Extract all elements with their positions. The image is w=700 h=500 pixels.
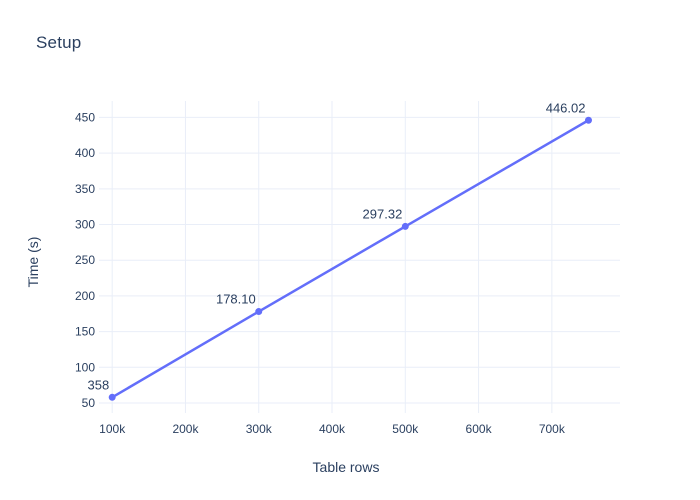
y-tick-label: 150 — [75, 325, 95, 339]
data-point[interactable] — [401, 222, 409, 230]
data-point[interactable] — [584, 116, 592, 124]
y-tick-label: 300 — [75, 218, 95, 232]
data-point[interactable] — [255, 308, 263, 316]
x-tick-label: 400k — [319, 422, 346, 436]
y-tick-label: 250 — [75, 253, 95, 267]
x-tick-label: 100k — [99, 422, 126, 436]
line-series — [110, 119, 590, 399]
x-axis-title: Table rows — [312, 459, 380, 475]
y-tick-label: 350 — [75, 182, 95, 196]
data-point-label: 178.10 — [216, 292, 256, 307]
x-tick-label: 500k — [392, 422, 419, 436]
data-point-label: 297.32 — [363, 206, 403, 221]
y-tick-label: 50 — [82, 396, 96, 410]
data-point-label: 446.02 — [546, 100, 586, 115]
x-tick-label: 200k — [172, 422, 199, 436]
y-tick-label: 400 — [75, 146, 95, 160]
x-tick-label: 600k — [466, 422, 493, 436]
y-axis-title: Time (s) — [25, 236, 41, 288]
data-point[interactable] — [108, 393, 116, 401]
y-tick-label: 450 — [75, 110, 95, 124]
data-point-label: 358 — [87, 377, 109, 392]
x-tick-label: 700k — [539, 422, 566, 436]
x-tick-label: 300k — [246, 422, 273, 436]
chart-title: Setup — [36, 33, 82, 52]
y-tick-label: 200 — [75, 289, 95, 303]
y-tick-label: 100 — [75, 360, 95, 374]
